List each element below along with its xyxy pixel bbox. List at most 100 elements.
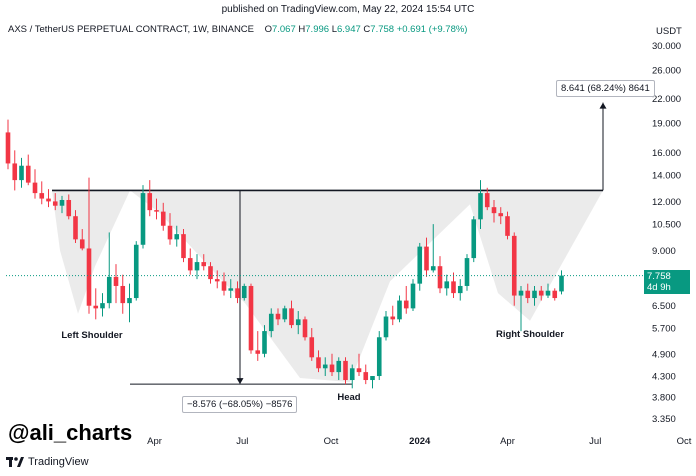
candle xyxy=(309,328,315,361)
candle xyxy=(545,283,551,299)
candle xyxy=(86,177,92,314)
candle xyxy=(552,288,558,301)
x-tick-label: Jul xyxy=(236,436,248,447)
candle-body xyxy=(194,262,200,271)
candle-body xyxy=(538,290,544,296)
candle-body xyxy=(484,193,490,208)
y-tick-label: 3.350 xyxy=(652,414,676,425)
candle-body xyxy=(262,331,267,354)
candle-body xyxy=(140,193,146,245)
candle-body xyxy=(525,290,531,299)
tradingview-logo[interactable]: TradingView xyxy=(6,456,89,468)
candle xyxy=(93,288,99,320)
candle xyxy=(525,283,531,304)
candle-body xyxy=(410,283,416,309)
candle-body xyxy=(329,364,335,373)
candle xyxy=(262,325,267,358)
candle xyxy=(457,279,463,301)
candle-body xyxy=(154,210,159,212)
candle xyxy=(46,189,51,208)
candle xyxy=(19,157,24,188)
candle-body xyxy=(437,266,443,289)
candle xyxy=(241,283,247,301)
candle-body xyxy=(430,266,436,271)
candle xyxy=(167,213,173,245)
ohlc-low-label: L xyxy=(331,24,337,35)
candle-body xyxy=(181,234,186,259)
ohlc-low-value: 6.947 xyxy=(336,24,361,35)
candle xyxy=(363,364,369,385)
ohlc-high-label: H xyxy=(298,24,306,35)
candle xyxy=(59,195,65,214)
candle xyxy=(349,364,355,389)
candle xyxy=(248,283,254,354)
candle xyxy=(410,279,416,312)
candle-body xyxy=(343,360,348,381)
tradingview-logo-icon xyxy=(6,456,24,467)
y-tick-label: 5.700 xyxy=(652,324,676,335)
candle-body xyxy=(511,235,517,296)
candle-body xyxy=(336,360,342,373)
pattern-layer xyxy=(52,102,607,385)
measure-down-arrowhead xyxy=(236,378,244,385)
candle-body xyxy=(268,313,274,332)
ohlc-change: +0.691 (+9.78%) xyxy=(396,24,468,35)
candle-body xyxy=(214,279,220,282)
candle-body xyxy=(106,276,112,304)
candle xyxy=(559,270,564,295)
last-price-tag: 7.758 4d 9h xyxy=(644,269,690,294)
candle-body xyxy=(5,132,11,164)
candle xyxy=(282,305,288,323)
candle-body xyxy=(46,198,51,202)
candle xyxy=(370,376,375,389)
candle xyxy=(268,308,274,338)
candle-body xyxy=(518,290,524,296)
candle-body xyxy=(19,165,24,181)
measure-up-label: 8.641 (68.24%) 8641 xyxy=(556,80,655,97)
candle xyxy=(511,232,517,306)
candle-body xyxy=(559,275,564,292)
candle-body xyxy=(309,337,315,358)
candle xyxy=(154,198,159,220)
candle xyxy=(25,154,31,186)
y-tick-label: 14.000 xyxy=(652,171,681,182)
candle xyxy=(133,241,139,301)
candle-body xyxy=(322,364,328,369)
ohlc-open-value: 7.067 xyxy=(271,24,296,35)
candle-body xyxy=(100,303,105,309)
symbol-legend: AXS / TetherUS PERPETUAL CONTRACT, 1W, B… xyxy=(8,24,467,35)
pattern-labels: Left Shoulder Head Right Shoulder xyxy=(61,329,564,403)
pattern-label: Right Shoulder xyxy=(496,329,564,340)
candle xyxy=(518,285,524,332)
candle-body xyxy=(187,258,193,271)
x-tick-label: Apr xyxy=(500,436,515,447)
y-tick-label: 10.500 xyxy=(652,220,681,231)
candle-body xyxy=(289,308,294,326)
candle xyxy=(329,353,335,377)
published-note: published on TradingView.com, May 22, 20… xyxy=(221,4,475,15)
candle-body xyxy=(66,199,72,217)
candle-body xyxy=(390,316,396,320)
candle xyxy=(120,274,126,314)
candle xyxy=(140,185,146,249)
x-tick-label: Jul xyxy=(589,436,601,447)
candle xyxy=(451,272,456,299)
candle-body xyxy=(208,266,213,280)
candle-body xyxy=(370,376,375,381)
pattern-label: Head xyxy=(337,392,360,403)
candle-body xyxy=(113,276,119,286)
candle xyxy=(356,353,362,377)
candle xyxy=(147,180,153,217)
candle-body xyxy=(464,258,470,286)
candle xyxy=(32,169,38,199)
candle-body xyxy=(349,368,355,381)
candle xyxy=(383,311,389,341)
candle-body xyxy=(25,165,31,183)
candle xyxy=(491,199,497,223)
candle xyxy=(73,210,78,243)
candle-body xyxy=(79,239,85,249)
candle-body xyxy=(93,305,99,309)
candle xyxy=(5,119,11,170)
y-tick-label: 22.000 xyxy=(652,94,681,105)
